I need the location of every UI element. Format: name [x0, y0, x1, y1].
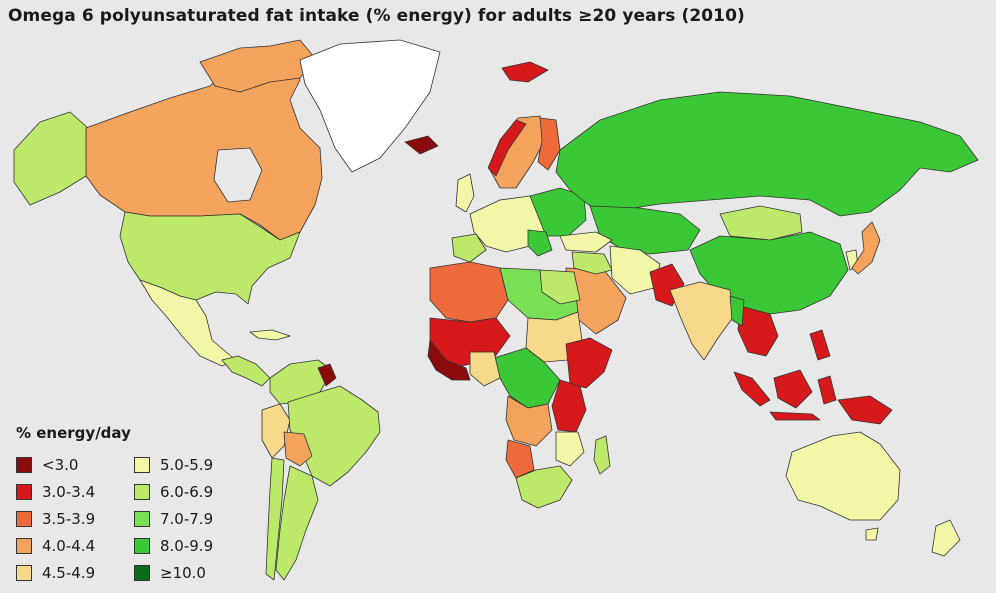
- region-balkans: [527, 229, 553, 257]
- region-west-africa-coast: [427, 339, 471, 381]
- region-chile: [265, 457, 285, 581]
- legend-label: 6.0-6.9: [160, 482, 214, 501]
- region-myanmar: [729, 295, 745, 327]
- legend-label: ≥10.0: [160, 563, 206, 582]
- region-india: [669, 281, 735, 361]
- region-mozambique: [555, 431, 585, 467]
- region-australia: [785, 431, 901, 521]
- legend-label: 8.0-9.9: [160, 536, 214, 555]
- region-norway-west: [487, 119, 527, 177]
- region-bolivia: [283, 431, 313, 467]
- region-japan: [851, 221, 881, 275]
- region-russia: [555, 91, 979, 217]
- legend-item: 5.0-5.9: [134, 454, 252, 475]
- region-argentina: [275, 465, 319, 581]
- legend-swatch: [134, 564, 150, 581]
- region-central-asia: [589, 205, 701, 255]
- region-caribbean: [249, 329, 291, 341]
- region-new-guinea: [837, 395, 893, 425]
- region-alaska: [13, 111, 89, 206]
- region-philippines: [809, 329, 831, 361]
- legend-item: 3.5-3.9: [16, 508, 134, 529]
- region-hudson-bay: [213, 147, 263, 203]
- legend-swatch: [134, 537, 150, 554]
- map-title: Omega 6 polyunsaturated fat intake (% en…: [8, 6, 745, 26]
- legend-label: 4.0-4.4: [42, 536, 96, 555]
- region-iraq-syria: [571, 251, 613, 275]
- region-turkey: [559, 231, 613, 253]
- legend-item: 7.0-7.9: [134, 508, 252, 529]
- region-north-africa-west: [429, 261, 509, 323]
- region-east-africa: [551, 379, 587, 433]
- map-legend: % energy/day <3.0 3.0-3.4 3.5-3.9 4.0-4.…: [12, 424, 262, 589]
- legend-label: 3.0-3.4: [42, 482, 96, 501]
- legend-item: 3.0-3.4: [16, 481, 134, 502]
- region-southern-africa: [515, 465, 573, 509]
- legend-label: 7.0-7.9: [160, 509, 214, 528]
- legend-swatch: [16, 537, 32, 554]
- region-new-zealand: [931, 519, 961, 557]
- region-canada: [85, 51, 323, 241]
- region-peru: [261, 403, 291, 459]
- region-java: [769, 411, 821, 421]
- legend-swatch: [16, 510, 32, 527]
- region-mongolia: [719, 205, 803, 241]
- region-nigeria: [469, 351, 501, 387]
- legend-item: <3.0: [16, 454, 134, 475]
- legend-label: 3.5-3.9: [42, 509, 96, 528]
- legend-title: % energy/day: [16, 424, 131, 442]
- legend-label: <3.0: [42, 455, 79, 474]
- legend-item: 4.5-4.9: [16, 562, 134, 583]
- region-greenland: [299, 39, 441, 173]
- region-madagascar: [593, 435, 611, 475]
- legend-swatch: [16, 564, 32, 581]
- region-ethiopia-somalia: [565, 337, 613, 389]
- legend-item: ≥10.0: [134, 562, 252, 583]
- region-sulawesi: [817, 375, 837, 405]
- region-central-america: [221, 355, 271, 387]
- legend-item: 8.0-9.9: [134, 535, 252, 556]
- region-tasmania: [865, 527, 879, 541]
- legend-swatch: [16, 483, 32, 500]
- region-sumatra: [733, 371, 771, 407]
- legend-swatch: [134, 456, 150, 473]
- legend-item: 4.0-4.4: [16, 535, 134, 556]
- region-drc: [505, 395, 553, 447]
- legend-swatch: [134, 510, 150, 527]
- legend-swatch: [134, 483, 150, 500]
- region-southeast-asia: [737, 305, 779, 357]
- legend-label: 4.5-4.9: [42, 563, 96, 582]
- region-finland: [537, 117, 561, 171]
- region-iceland: [404, 135, 439, 155]
- legend-swatch: [16, 456, 32, 473]
- region-iberia: [451, 233, 487, 263]
- region-uk: [455, 173, 475, 213]
- legend-label: 5.0-5.9: [160, 455, 214, 474]
- legend-grid: <3.0 3.0-3.4 3.5-3.9 4.0-4.4 4.5-4.9 5.0…: [16, 454, 252, 583]
- region-egypt: [539, 269, 581, 305]
- region-borneo: [773, 369, 813, 409]
- region-mexico: [139, 279, 237, 367]
- region-guianas: [317, 363, 337, 387]
- legend-item: 6.0-6.9: [134, 481, 252, 502]
- region-svalbard: [501, 61, 549, 83]
